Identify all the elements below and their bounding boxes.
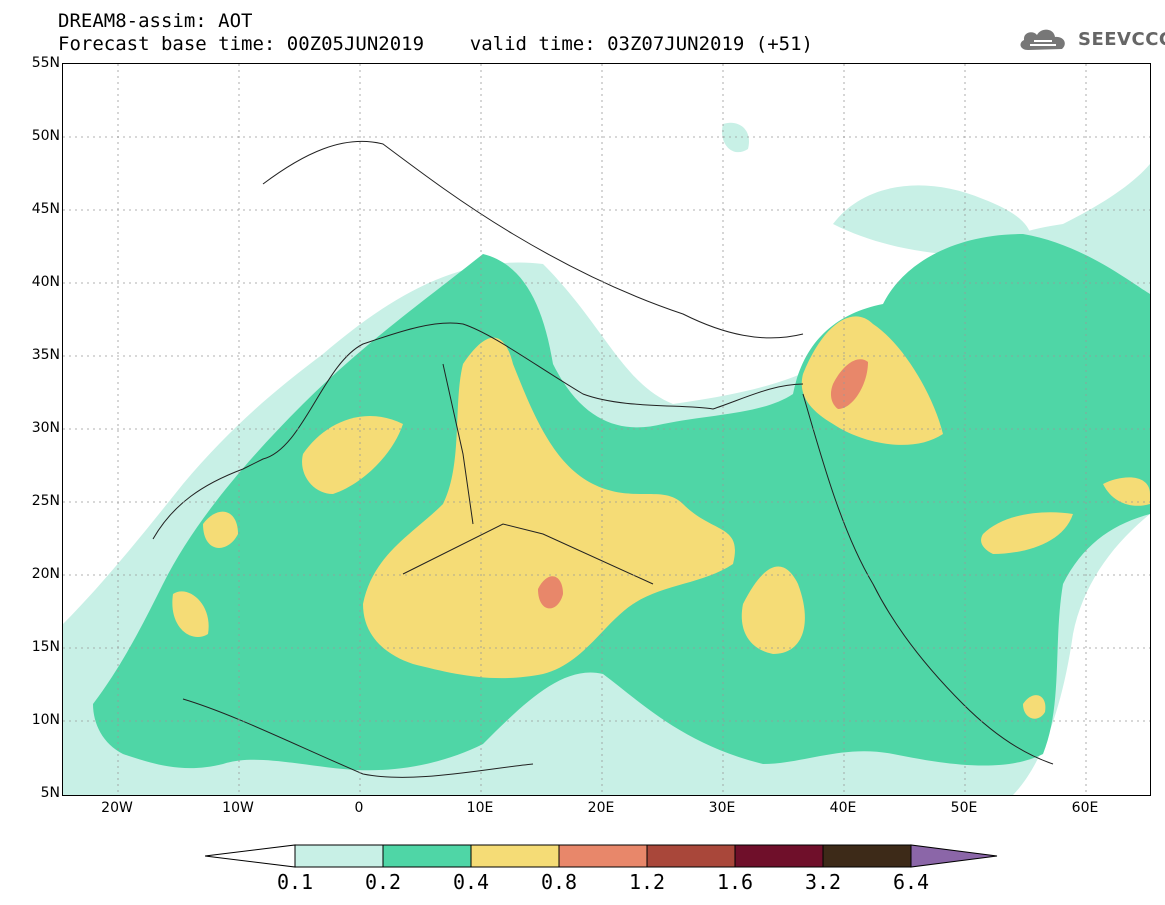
colorbar-swatch <box>382 844 472 868</box>
colorbar-swatch <box>558 844 648 868</box>
aot-contour-0.4 <box>741 566 805 654</box>
colorbar-bar <box>204 844 998 868</box>
colorbar-label: 0.8 <box>540 870 578 894</box>
aot-contour-0.4 <box>1023 695 1046 719</box>
lat-label: 50N <box>31 128 60 144</box>
seevccc-logo: SEEVCCC <box>1016 26 1165 54</box>
aot-contour-0.8 <box>830 359 868 409</box>
aot-contour-0.4 <box>981 512 1073 554</box>
aot-contour-0.8 <box>538 576 563 609</box>
aot-contour-0.4 <box>363 337 735 679</box>
lon-label: 10W <box>222 800 254 816</box>
lat-label: 5N <box>40 785 60 801</box>
logo-text: SEEVCCC <box>1078 29 1165 50</box>
colorbar-swatch <box>646 844 736 868</box>
lat-label: 55N <box>31 55 60 71</box>
lat-label: 15N <box>31 639 60 655</box>
colorbar-swatch <box>910 844 998 868</box>
lon-label: 30E <box>708 800 736 816</box>
colorbar-label: 6.4 <box>892 870 930 894</box>
lat-label: 25N <box>31 493 60 509</box>
colorbar-label: 0.2 <box>364 870 402 894</box>
aot-colorbar <box>204 843 1000 893</box>
colorbar-swatch <box>470 844 560 868</box>
lat-label: 35N <box>31 347 60 363</box>
colorbar-swatch <box>204 844 296 868</box>
aot-map <box>62 63 1151 796</box>
colorbar-swatch <box>822 844 912 868</box>
lat-label: 45N <box>31 201 60 217</box>
lon-label: 10E <box>466 800 494 816</box>
lon-label: 20W <box>101 800 133 816</box>
lon-label: 50E <box>950 800 978 816</box>
lat-label: 10N <box>31 712 60 728</box>
colorbar-swatch <box>294 844 384 868</box>
colorbar-swatch <box>734 844 824 868</box>
aot-contour-0.4 <box>302 415 403 494</box>
map-subtitle: Forecast base time: 00Z05JUN2019 valid t… <box>58 33 813 55</box>
lat-label: 30N <box>31 420 60 436</box>
lon-label: 60E <box>1071 800 1099 816</box>
lon-label: 0 <box>354 800 364 816</box>
colorbar-label: 1.6 <box>716 870 754 894</box>
aot-contour-0.4 <box>1103 477 1150 506</box>
aot-contour-0.4 <box>801 316 943 445</box>
colorbar-label: 0.4 <box>452 870 490 894</box>
aot-contour-0.4 <box>203 511 238 548</box>
colorbar-label: 0.1 <box>276 870 314 894</box>
cloud-icon <box>1020 29 1065 50</box>
lat-label: 40N <box>31 274 60 290</box>
colorbar-label: 1.2 <box>628 870 666 894</box>
map-title: DREAM8-assim: AOT <box>58 10 253 32</box>
colorbar-label: 3.2 <box>804 870 842 894</box>
lat-label: 20N <box>31 566 60 582</box>
aot-contour-0.1 <box>722 122 749 153</box>
lon-label: 20E <box>587 800 615 816</box>
aot-contour-0.4 <box>172 591 209 638</box>
aot-map-canvas <box>63 64 1150 795</box>
map-borders <box>152 140 1054 778</box>
lon-label: 40E <box>829 800 857 816</box>
